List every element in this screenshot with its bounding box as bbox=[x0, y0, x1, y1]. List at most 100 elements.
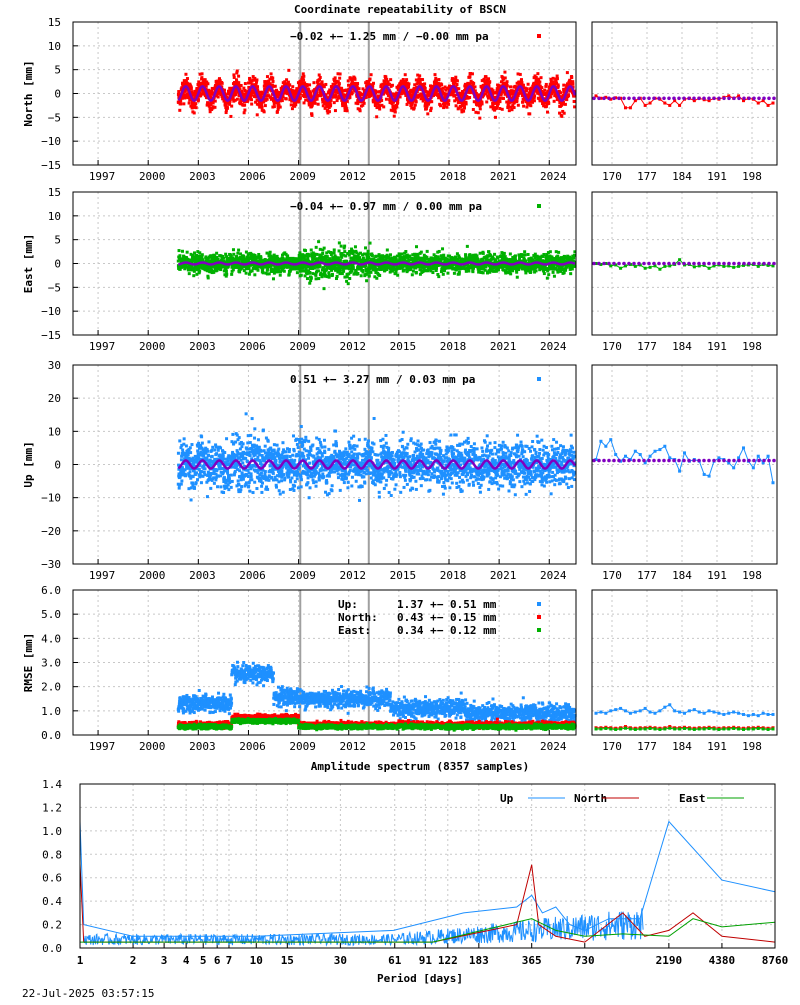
side-fit-point bbox=[772, 96, 776, 100]
data-point bbox=[274, 85, 277, 88]
data-point bbox=[184, 73, 187, 76]
x-tick-label: 2024 bbox=[540, 340, 567, 353]
data-point bbox=[389, 253, 392, 256]
data-point bbox=[353, 78, 356, 81]
data-point bbox=[441, 247, 444, 250]
data-point bbox=[528, 112, 531, 115]
data-point bbox=[217, 95, 220, 98]
data-point bbox=[244, 82, 247, 85]
data-point bbox=[338, 249, 341, 252]
x-tick-label: 2003 bbox=[189, 170, 216, 183]
data-point bbox=[481, 102, 484, 105]
data-point bbox=[302, 78, 305, 81]
data-point bbox=[430, 100, 433, 103]
data-point bbox=[236, 98, 239, 101]
data-point bbox=[370, 73, 373, 76]
side-fit-point bbox=[627, 96, 631, 100]
data-point bbox=[484, 269, 487, 272]
data-point bbox=[360, 274, 363, 277]
data-point bbox=[527, 83, 530, 86]
data-point bbox=[331, 273, 334, 276]
data-point bbox=[308, 271, 311, 274]
data-point bbox=[547, 102, 550, 105]
side-fit-point bbox=[597, 96, 601, 100]
data-point bbox=[334, 109, 337, 112]
data-point bbox=[182, 102, 185, 105]
data-point bbox=[472, 82, 475, 85]
data-point bbox=[440, 83, 443, 86]
data-point bbox=[296, 271, 299, 274]
data-point bbox=[198, 251, 201, 254]
data-point bbox=[285, 97, 288, 100]
data-point bbox=[317, 269, 320, 272]
data-point bbox=[418, 74, 421, 77]
data-point bbox=[221, 82, 224, 85]
data-point bbox=[465, 102, 468, 105]
data-point bbox=[363, 102, 366, 105]
data-point bbox=[317, 240, 320, 243]
data-point bbox=[479, 107, 482, 110]
data-point bbox=[237, 249, 240, 252]
data-point bbox=[304, 249, 307, 252]
data-point bbox=[319, 76, 322, 79]
data-point bbox=[526, 87, 529, 90]
side-plot-frame bbox=[592, 22, 777, 165]
x-tick-label: 2018 bbox=[440, 340, 467, 353]
side-fit-point bbox=[697, 96, 701, 100]
data-point bbox=[279, 106, 282, 109]
data-point bbox=[177, 90, 180, 93]
data-point bbox=[364, 246, 367, 249]
data-point bbox=[431, 271, 434, 274]
data-point bbox=[393, 115, 396, 118]
data-point bbox=[522, 84, 525, 87]
data-point bbox=[207, 276, 210, 279]
x-tick-label: 2015 bbox=[390, 340, 417, 353]
data-point bbox=[179, 102, 182, 105]
data-point bbox=[371, 254, 374, 257]
side-fit-point bbox=[667, 96, 671, 100]
data-point bbox=[403, 269, 406, 272]
data-point bbox=[351, 91, 354, 94]
side-fit-point bbox=[767, 96, 771, 100]
side-fit-point bbox=[657, 96, 661, 100]
data-point bbox=[333, 251, 336, 254]
data-point bbox=[215, 252, 218, 255]
data-point bbox=[488, 80, 491, 83]
data-point bbox=[237, 75, 240, 78]
data-point bbox=[503, 71, 506, 74]
trend-marker bbox=[537, 34, 541, 38]
side-fit-point bbox=[592, 96, 596, 100]
data-point bbox=[386, 248, 389, 251]
data-point bbox=[471, 270, 474, 273]
data-point bbox=[288, 83, 291, 86]
data-point bbox=[213, 106, 216, 109]
side-fit-point bbox=[747, 96, 751, 100]
data-point bbox=[352, 266, 355, 269]
data-point bbox=[447, 103, 450, 106]
data-point bbox=[236, 252, 239, 255]
data-point bbox=[287, 69, 290, 72]
data-point bbox=[338, 241, 341, 244]
y-tick-label: 10 bbox=[48, 210, 61, 223]
x-tick-label: 2021 bbox=[490, 170, 517, 183]
data-point bbox=[299, 96, 302, 99]
side-fit-point bbox=[647, 96, 651, 100]
data-point bbox=[329, 103, 332, 106]
side-fit-point bbox=[652, 96, 656, 100]
data-point bbox=[308, 282, 311, 285]
side-point bbox=[624, 106, 627, 109]
side-x-tick-label: 198 bbox=[742, 340, 762, 353]
x-tick-label: 2003 bbox=[189, 340, 216, 353]
data-point bbox=[279, 274, 282, 277]
side-fit-point bbox=[617, 96, 621, 100]
data-point bbox=[365, 279, 368, 282]
data-point bbox=[321, 80, 324, 83]
data-point bbox=[378, 108, 381, 111]
data-point bbox=[336, 275, 339, 278]
side-x-tick-label: 177 bbox=[637, 170, 657, 183]
data-point bbox=[232, 248, 235, 251]
data-point bbox=[482, 252, 485, 255]
data-point bbox=[256, 113, 259, 116]
y-tick-label: 5 bbox=[54, 234, 61, 247]
